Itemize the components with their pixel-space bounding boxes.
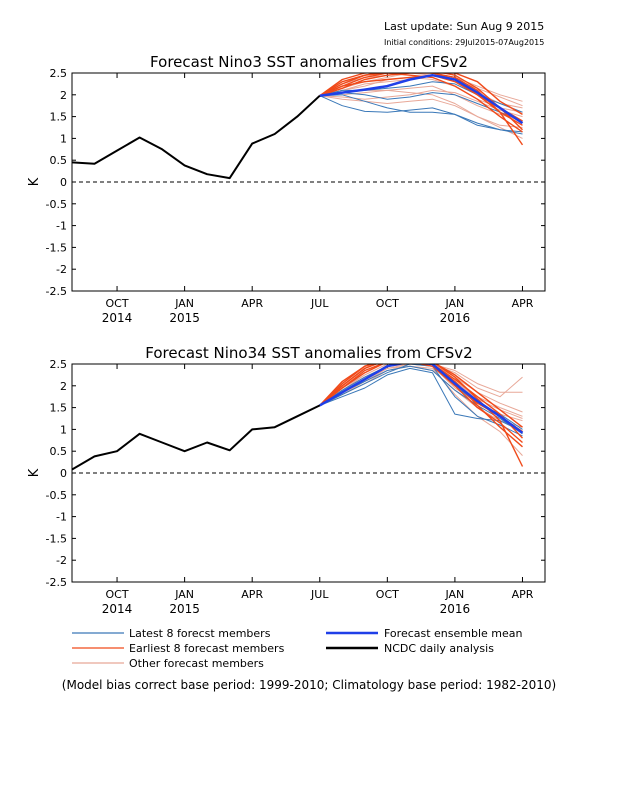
nino3-xtick-year: 2014 [102,311,133,325]
nino34-earliest-member-line [319,364,524,439]
nino3-xtick-label: OCT [376,297,399,310]
nino3-earliest-member-line [319,73,523,116]
initial-conditions-text: Initial conditions: 29Jul2015-07Aug2015 [384,38,544,47]
nino3-ytick-label: 2.5 [50,67,68,80]
nino34-xtick-label: APR [512,588,534,601]
nino3-ytick-label: 1.5 [50,111,68,124]
nino34-xtick-label: OCT [106,588,129,601]
nino3-xtick-label: APR [512,297,534,310]
legend: Latest 8 forecst members Earliest 8 fore… [72,627,523,670]
nino34-ytick-label: 2 [60,380,67,393]
nino3-ytick-label: 1 [60,132,67,145]
nino3-ytick-label: 0 [60,176,67,189]
nino34-ytick-label: -2 [56,554,67,567]
nino34-ytick-label: 0 [60,467,67,480]
nino3-ytick-label: -0.5 [46,198,67,211]
nino34-ytick-label: -2.5 [46,576,67,589]
nino34-xtick-label: JUL [310,588,329,601]
nino34-ytick-label: -0.5 [46,489,67,502]
footnote: (Model bias correct base period: 1999-20… [62,678,556,692]
nino34-other-member-line [319,364,523,417]
nino3-latest-member-line [319,95,523,135]
legend-label-mean: Forecast ensemble mean [384,627,523,640]
last-update-text: Last update: Sun Aug 9 2015 [384,20,544,33]
nino34-xtick-label: OCT [376,588,399,601]
nino34-earliest-member-line [319,364,523,428]
legend-label-latest: Latest 8 forecst members [129,627,271,640]
legend-label-analysis: NCDC daily analysis [384,642,494,655]
nino3-ytick-label: 2 [60,89,67,102]
nino3-ensemble-mean-line [319,73,524,125]
nino34-analysis-line [72,404,321,471]
nino34-other-member-line [319,364,523,406]
nino34-xtick-year: 2015 [169,602,200,616]
nino34-earliest-member-line [319,364,523,444]
nino34-frame [71,363,546,583]
nino34-ytick-label: 0.5 [50,445,68,458]
nino3-frame [71,72,546,292]
nino3-xtick-label: JAN [174,297,194,310]
nino3-xtick-label: OCT [106,297,129,310]
nino3-ytick-label: -1.5 [46,241,67,254]
nino34-xtick-label: APR [241,588,263,601]
nino34-xtick-year: 2014 [102,602,133,616]
nino34-plot-area [72,364,524,471]
nino3-earliest-member-line [319,73,523,131]
nino3-xtick-label: JAN [444,297,464,310]
nino34-ytick-label: 1.5 [50,402,68,415]
nino34-xtick-label: JAN [444,588,464,601]
nino3-chart: Forecast Nino3 SST anomalies from CFSv2 … [27,53,546,325]
nino34-earliest-member-line [319,364,523,448]
nino34-title: Forecast Nino34 SST anomalies from CFSv2 [145,344,472,362]
nino3-ytick-label: -2 [56,263,67,276]
nino34-latest-member-line [319,367,523,433]
nino3-ytick-label: -1 [56,220,67,233]
legend-label-other: Other forecast members [129,657,264,670]
nino34-chart: Forecast Nino34 SST anomalies from CFSv2… [27,344,546,616]
nino34-ylabel: K [27,468,42,477]
nino34-ensemble-mean-line [319,364,524,434]
nino3-plot-area [72,73,524,180]
nino3-ytick-label: -2.5 [46,285,67,298]
nino34-xtick-label: JAN [174,588,194,601]
nino3-title: Forecast Nino3 SST anomalies from CFSv2 [150,53,468,71]
nino34-ytick-label: -1 [56,511,67,524]
nino3-ytick-label: 0.5 [50,154,68,167]
nino3-xtick-label: APR [241,297,263,310]
nino34-ytick-label: 2.5 [50,358,68,371]
nino34-latest-member-line [319,364,523,437]
nino3-xtick-label: JUL [310,297,329,310]
legend-label-earliest: Earliest 8 forecast members [129,642,285,655]
nino34-ytick-label: 1 [60,423,67,436]
nino3-xtick-year: 2015 [169,311,200,325]
nino3-ylabel: K [27,177,42,186]
nino34-ytick-label: -1.5 [46,532,67,545]
nino3-latest-member-line [319,94,523,133]
nino34-xtick-year: 2016 [440,602,471,616]
nino3-other-member-line [319,73,523,102]
nino3-other-member-line [319,95,523,128]
nino3-xtick-year: 2016 [440,311,471,325]
nino3-analysis-line [72,94,321,180]
